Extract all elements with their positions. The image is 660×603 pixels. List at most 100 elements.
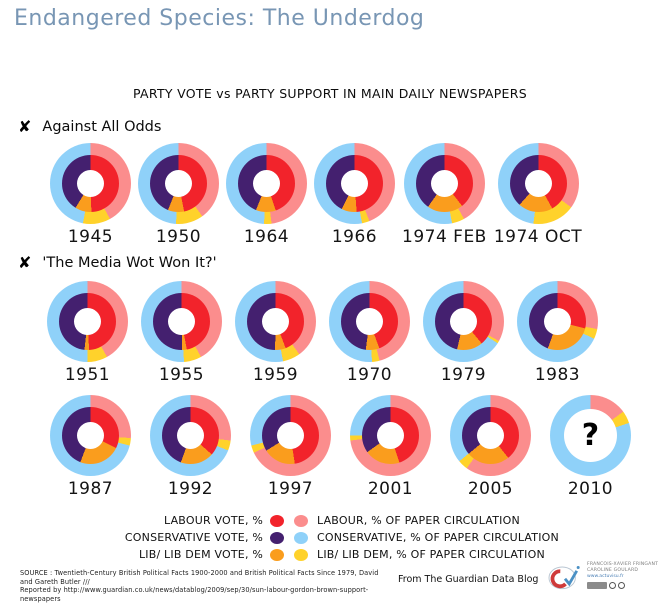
- chart-subtitle: PARTY VOTE vs PARTY SUPPORT IN MAIN DAIL…: [133, 86, 527, 101]
- donut-hole: [377, 422, 404, 449]
- donut-chart-1992: [150, 395, 231, 476]
- cc-license-icons: [587, 582, 658, 589]
- year-label: 2005: [467, 479, 514, 499]
- donut-chart-1950: [138, 143, 219, 224]
- year-label: 1987: [67, 479, 114, 499]
- year-label: 1997: [267, 479, 314, 499]
- donut-cell-1983: 1983: [517, 281, 598, 385]
- legend-label-vote: LABOUR VOTE, %: [163, 514, 263, 527]
- legend-row: CONSERVATIVE VOTE, % CONSERVATIVE, % OF P…: [18, 529, 559, 546]
- donut-chart-1951: [47, 281, 128, 362]
- legend-dot-vote: [270, 548, 284, 561]
- donut-hole: [177, 422, 204, 449]
- year-label: 1959: [252, 365, 299, 385]
- donut-cell-2001: 2001: [350, 395, 431, 499]
- actuvisu-logo-icon: [548, 565, 580, 590]
- source-note: SOURCE : Twentieth-Century British Polit…: [20, 569, 390, 603]
- donut-cell-1964: 1964: [226, 143, 307, 247]
- donut-chart-2005: [450, 395, 531, 476]
- donut-chart-1987: [50, 395, 131, 476]
- donut-chart-1964: [226, 143, 307, 224]
- donut-hole: [253, 170, 280, 197]
- donut-chart-1970: [329, 281, 410, 362]
- donut-hole: [430, 170, 458, 197]
- page-title: Endangered Species: The Underdog: [14, 6, 425, 31]
- donut-hole: [477, 422, 504, 449]
- ballot-x-icon: ✘: [18, 117, 32, 136]
- donut-cell-1974 FEB: 1974 FEB: [402, 143, 487, 247]
- donut-row-media-2: 1987 1992 1997 2001 2005 ? 2010: [50, 395, 631, 499]
- donut-cell-1950: 1950: [138, 143, 219, 247]
- donut-cell-1974 OCT: 1974 OCT: [494, 143, 582, 247]
- donut-cell-1951: 1951: [47, 281, 128, 385]
- donut-hole: [77, 422, 104, 449]
- section-header-against-all-odds: ✘ Against All Odds: [18, 117, 162, 136]
- year-label: 1950: [155, 227, 202, 247]
- donut-hole: [341, 170, 368, 197]
- donut-cell-1987: 1987: [50, 395, 131, 499]
- donut-chart-1974 OCT: [497, 143, 579, 224]
- donut-cell-1992: 1992: [150, 395, 231, 499]
- year-label: 1992: [167, 479, 214, 499]
- legend-row: LIB/ LIB DEM VOTE, % LIB/ LIB DEM, % OF P…: [18, 546, 559, 563]
- donut-cell-1959: 1959: [235, 281, 316, 385]
- credits-text: FRANCOIS-XAVIER FRINGANT CAROLINE GOULAR…: [587, 562, 658, 589]
- donut-hole: [74, 308, 101, 335]
- legend-dot-vote: [270, 531, 284, 544]
- cc-circle-icon: [618, 582, 625, 589]
- donut-chart-1997: [250, 395, 331, 476]
- donut-hole: [77, 170, 104, 197]
- license-badge-icon: [587, 582, 607, 589]
- donut-chart-1955: [141, 281, 222, 362]
- ballot-x-icon: ✘: [18, 253, 32, 272]
- donut-cell-2005: 2005: [450, 395, 531, 499]
- section-header-media-wot-won-it: ✘ 'The Media Wot Won It?': [18, 253, 217, 272]
- donut-chart-2010: ?: [550, 395, 631, 476]
- year-label: 1966: [331, 227, 378, 247]
- year-label: 1970: [346, 365, 393, 385]
- credit-name-1: FRANCOIS-XAVIER FRINGANT: [587, 562, 659, 567]
- year-label: 1955: [158, 365, 205, 385]
- donut-chart-1959: [235, 281, 316, 362]
- legend-label-vote: CONSERVATIVE VOTE, %: [124, 531, 263, 544]
- donut-chart-1983: [517, 281, 598, 362]
- cc-circle-icon: [609, 582, 616, 589]
- donut-row-media-1: 1951 1955 1959 1970 1979 1983: [47, 281, 598, 385]
- year-label: 1983: [534, 365, 581, 385]
- year-label: 1979: [440, 365, 487, 385]
- year-label: 2001: [367, 479, 414, 499]
- legend-dot-circulation: [294, 531, 308, 544]
- legend-dot-vote: [270, 514, 284, 527]
- donut-chart-1979: [423, 281, 504, 362]
- legend-label-vote: LIB/ LIB DEM VOTE, %: [138, 548, 263, 561]
- donut-cell-1979: 1979: [423, 281, 504, 385]
- donut-row-against-all-odds: 1945 1950 1964 1966 1974 FEB 1974 OCT: [50, 143, 582, 247]
- donut-hole: [450, 308, 477, 335]
- donut-cell-1970: 1970: [329, 281, 410, 385]
- legend-dot-circulation: [294, 514, 308, 527]
- year-label: 1951: [64, 365, 111, 385]
- donut-chart-1966: [314, 143, 395, 224]
- legend-row: LABOUR VOTE, % LABOUR, % OF PAPER CIRCULA…: [18, 512, 559, 529]
- credit-url: www.actuvisu.fr: [587, 574, 624, 579]
- source-line-1: SOURCE : Twentieth-Century British Polit…: [20, 569, 379, 586]
- donut-cell-1945: 1945: [50, 143, 131, 247]
- year-label: 1945: [67, 227, 114, 247]
- donut-chart-2001: [350, 395, 431, 476]
- year-label: 1974 FEB: [402, 227, 487, 247]
- donut-hole: [165, 170, 192, 197]
- donut-chart-1974 FEB: [403, 143, 485, 224]
- donut-hole-unknown: ?: [564, 409, 617, 462]
- section-title: Against All Odds: [42, 119, 162, 135]
- legend-label-circulation: LABOUR, % OF PAPER CIRCULATION: [317, 514, 520, 527]
- credit-name-2: CAROLINE GOULARD: [587, 568, 639, 573]
- donut-hole: [262, 308, 289, 335]
- legend-label-circulation: LIB/ LIB DEM, % OF PAPER CIRCULATION: [317, 548, 545, 561]
- unknown-placeholder: ?: [581, 418, 600, 453]
- year-label: 1974 OCT: [493, 227, 583, 247]
- donut-cell-2010: ? 2010: [550, 395, 631, 499]
- legend-dot-circulation: [294, 548, 308, 561]
- credits-block: FRANCOIS-XAVIER FRINGANT CAROLINE GOULAR…: [546, 559, 658, 591]
- year-label: 1964: [243, 227, 290, 247]
- donut-hole: [277, 422, 304, 449]
